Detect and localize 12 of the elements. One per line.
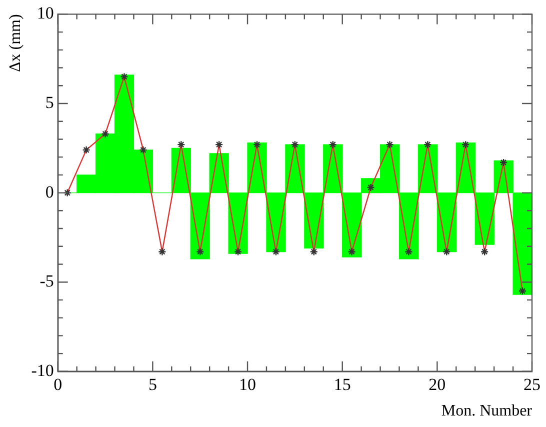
x-tick-label: 25	[524, 375, 540, 394]
y-tick-label: 10	[36, 4, 54, 23]
y-tick-label: 0	[45, 182, 54, 202]
x-axis-title: Mon. Number	[441, 402, 533, 420]
y-tick-label: -10	[31, 360, 54, 380]
x-tick-label: 20	[428, 375, 446, 394]
y-tick-label: -5	[40, 272, 54, 291]
y-tick-label: 5	[45, 92, 54, 112]
x-tick-label: 10	[239, 375, 256, 394]
x-tick-label: 5	[148, 375, 157, 394]
y-axis-title: Δx (mm)	[6, 14, 24, 72]
x-tick-label: 15	[334, 375, 351, 394]
